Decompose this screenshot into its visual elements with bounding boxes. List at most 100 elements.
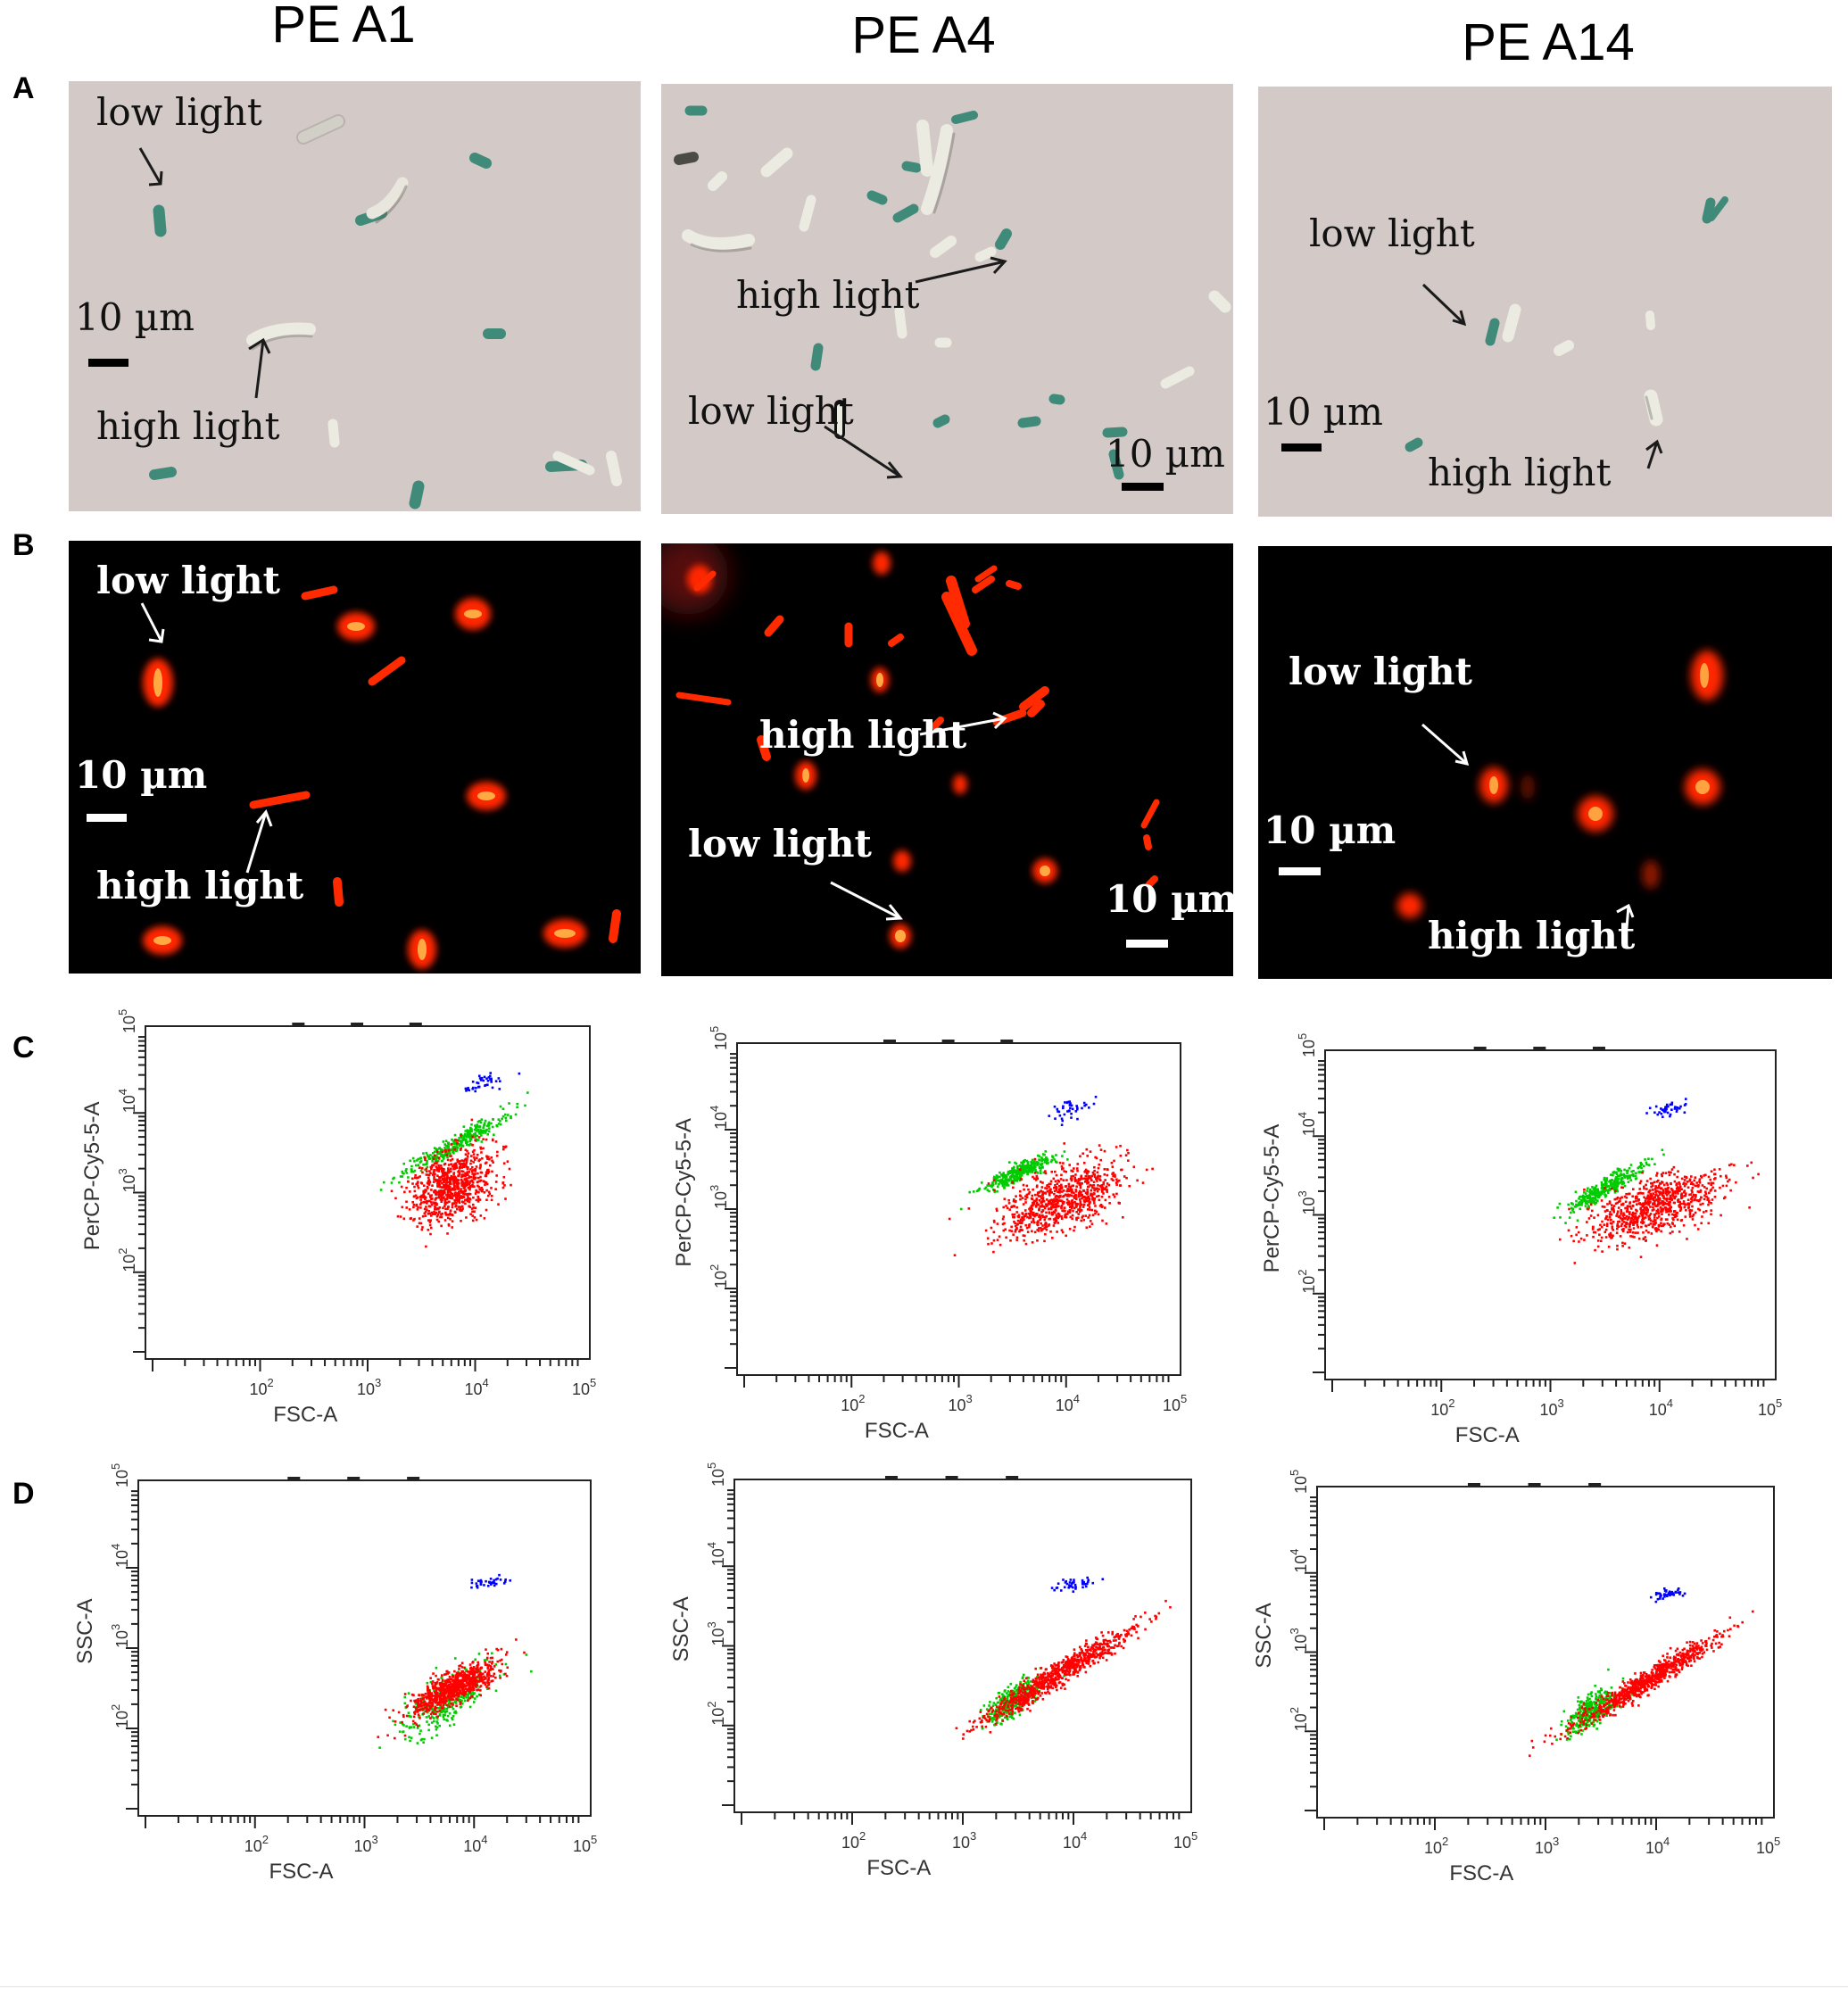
- x-axis-title: FSC-A: [269, 1860, 334, 1884]
- y-tick-label: 105: [1288, 1470, 1310, 1494]
- x-tick-label: 103: [1535, 1835, 1559, 1857]
- y-tick-label: 103: [109, 1624, 131, 1648]
- scale-label: 10 µm: [75, 295, 195, 339]
- scale-bar: [1126, 940, 1168, 948]
- population-cloud: [1558, 1161, 1760, 1264]
- y-tick-label: 102: [109, 1704, 131, 1728]
- x-tick-label: 104: [463, 1833, 487, 1855]
- x-tick-label: 103: [357, 1376, 381, 1398]
- x-tick-label: 103: [949, 1392, 973, 1414]
- population-cloud: [959, 1150, 1069, 1211]
- plot-frame: [137, 1479, 592, 1817]
- row-label-b: B: [12, 528, 35, 562]
- low-light-label: low light: [1289, 650, 1472, 693]
- x-axis-title: FSC-A: [1449, 1861, 1513, 1885]
- high-light-label: high light: [96, 864, 304, 907]
- y-tick-label: 103: [1296, 1190, 1318, 1214]
- plot-frame: [1316, 1486, 1775, 1819]
- micrograph-fluorescence-pe-a1: low light 10 µm high light: [69, 541, 641, 974]
- x-tick-label: 103: [354, 1833, 378, 1855]
- y-tick-label: 103: [116, 1168, 138, 1192]
- x-tick-label: 103: [952, 1829, 976, 1852]
- population-cloud: [1529, 1610, 1754, 1757]
- y-axis-title: SSC-A: [1252, 1603, 1276, 1668]
- x-tick-label: 102: [1424, 1835, 1448, 1857]
- population-cloud: [1645, 1098, 1687, 1118]
- x-tick-label: 105: [1758, 1396, 1782, 1419]
- low-light-label: low light: [96, 559, 280, 602]
- x-tick-label: 102: [1430, 1396, 1454, 1419]
- row-label-a: A: [12, 71, 35, 105]
- x-tick-label: 105: [573, 1833, 597, 1855]
- micrograph-brightfield-pe-a14: low light 10 µm high light: [1258, 87, 1832, 517]
- x-tick-label: 102: [841, 1392, 865, 1414]
- low-light-label: low light: [96, 90, 262, 134]
- micrograph-fluorescence-pe-a14: low light 10 µm high light: [1258, 546, 1832, 979]
- y-tick-label: 104: [109, 1544, 131, 1568]
- high-light-label: high light: [736, 273, 920, 317]
- x-tick-label: 105: [572, 1376, 596, 1398]
- y-axis-title: PerCP-Cy5-5-A: [80, 1101, 104, 1250]
- y-tick-label: 104: [1296, 1112, 1318, 1136]
- high-light-label: high light: [1428, 914, 1636, 957]
- micrograph-brightfield-pe-a1: low light 10 µm high light: [69, 81, 641, 511]
- x-tick-label: 105: [1163, 1392, 1187, 1414]
- population-cloud: [378, 1652, 533, 1749]
- population-cloud: [1649, 1587, 1686, 1603]
- y-tick-label: 104: [1288, 1548, 1310, 1572]
- plot-frame: [1324, 1049, 1777, 1380]
- column-title-pe-a14: PE A14: [1462, 13, 1635, 71]
- y-tick-label: 104: [116, 1089, 138, 1113]
- population-cloud: [979, 1667, 1065, 1730]
- y-tick-label: 102: [1296, 1269, 1318, 1293]
- x-tick-label: 102: [250, 1376, 274, 1398]
- x-tick-label: 105: [1173, 1829, 1197, 1852]
- high-light-label: high light: [759, 713, 967, 757]
- y-tick-label: 102: [116, 1247, 138, 1272]
- y-tick-label: 102: [705, 1701, 727, 1725]
- y-tick-label: 105: [705, 1463, 727, 1487]
- y-tick-label: 105: [1296, 1033, 1318, 1057]
- scale-bar: [1279, 867, 1321, 875]
- y-tick-label: 103: [705, 1621, 727, 1645]
- x-tick-label: 102: [244, 1833, 269, 1855]
- x-tick-label: 102: [841, 1829, 866, 1852]
- y-axis-title: SSC-A: [669, 1596, 693, 1661]
- plot-frame: [733, 1479, 1192, 1813]
- y-axis-title: PerCP-Cy5-5-A: [1260, 1124, 1284, 1273]
- scale-label: 10 µm: [1264, 390, 1383, 434]
- x-tick-label: 104: [465, 1376, 489, 1398]
- y-tick-label: 105: [708, 1026, 730, 1050]
- row-label-c: C: [12, 1031, 35, 1065]
- y-tick-label: 105: [109, 1463, 131, 1487]
- x-axis-title: FSC-A: [273, 1403, 337, 1427]
- y-tick-label: 104: [708, 1106, 730, 1130]
- column-title-pe-a1: PE A1: [271, 0, 416, 54]
- row-label-d: D: [12, 1477, 35, 1511]
- x-tick-label: 104: [1649, 1396, 1673, 1419]
- y-tick-label: 103: [708, 1185, 730, 1209]
- y-tick-label: 102: [1288, 1707, 1310, 1731]
- low-light-label: low light: [688, 389, 854, 433]
- x-tick-label: 104: [1056, 1392, 1080, 1414]
- column-title-pe-a4: PE A4: [851, 6, 996, 64]
- x-axis-title: FSC-A: [866, 1856, 931, 1880]
- y-tick-label: 103: [1288, 1628, 1310, 1652]
- population-cloud: [379, 1091, 529, 1191]
- y-tick-label: 102: [708, 1264, 730, 1289]
- population-cloud: [948, 1142, 1154, 1257]
- plot-frame: [145, 1025, 591, 1360]
- population-cloud: [377, 1638, 526, 1740]
- scale-label: 10 µm: [75, 753, 208, 797]
- population-cloud: [1555, 1668, 1636, 1742]
- scale-bar: [88, 359, 128, 367]
- low-light-label: low light: [688, 822, 872, 866]
- plot-frame: [736, 1042, 1181, 1376]
- population-cloud: [955, 1599, 1172, 1740]
- footer-divider: [0, 1986, 1848, 1987]
- population-cloud: [470, 1573, 512, 1589]
- population-cloud: [390, 1118, 512, 1248]
- scale-label: 10 µm: [1106, 432, 1225, 476]
- x-tick-label: 103: [1540, 1396, 1564, 1419]
- scale-bar: [87, 814, 127, 822]
